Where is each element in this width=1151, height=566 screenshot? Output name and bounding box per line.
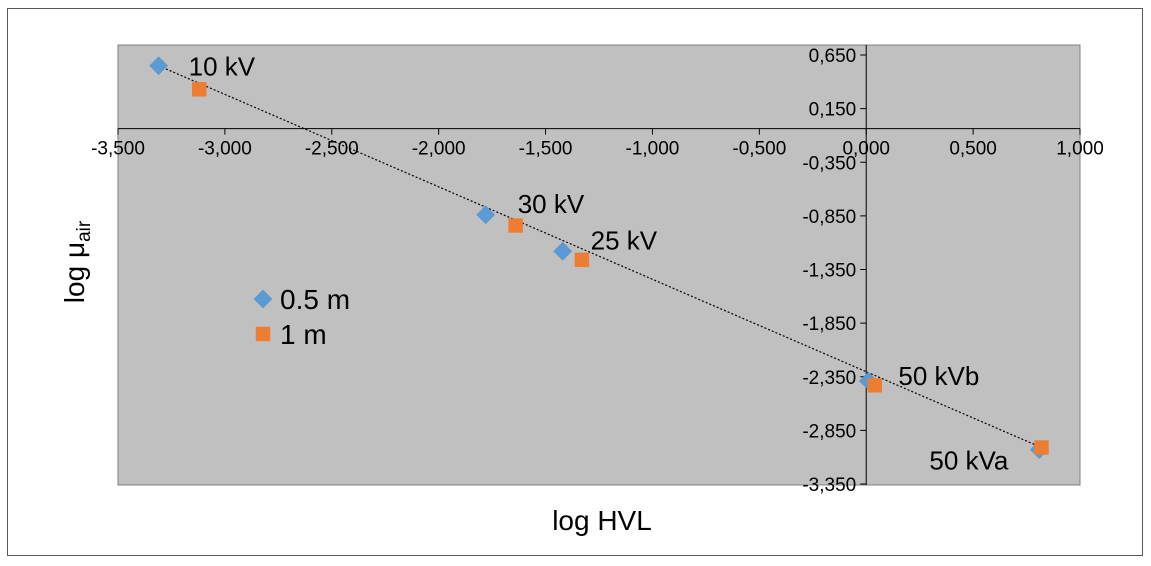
x-tick-label: -0,500 <box>732 139 786 160</box>
point-label: 50 kVb <box>898 361 979 391</box>
trendline <box>158 65 1042 449</box>
y-tick-label: -2,850 <box>802 421 856 442</box>
y-tick-label: -1,850 <box>802 314 856 335</box>
y-tick-label: 0,150 <box>809 100 857 121</box>
legend: 0.5 m 1 m <box>253 284 350 350</box>
data-point-square <box>574 252 590 268</box>
y-tick-label: -0,850 <box>802 207 856 228</box>
x-tick-label: 1,000 <box>1056 139 1104 160</box>
x-axis-title: log HVL <box>552 505 652 536</box>
y-axis-title-subscript: air <box>74 220 95 242</box>
x-tick-label: -1,500 <box>519 139 573 160</box>
x-tick-label: 0,500 <box>949 139 997 160</box>
data-point-square <box>867 378 882 393</box>
y-tick-label: -3,350 <box>802 475 856 496</box>
x-tick-label: -2,000 <box>412 139 466 160</box>
data-point-diamond <box>476 205 496 225</box>
y-tick-label: -0,350 <box>802 153 856 174</box>
axes: -3,500 -3,000 -2,500 -2,000 -1,500 -1,000 -0,5… <box>91 45 1104 496</box>
legend-label: 0.5 m <box>280 284 350 315</box>
data-point-square <box>192 82 207 97</box>
y-tick-label: -2,350 <box>802 368 856 389</box>
legend-marker <box>253 289 273 309</box>
data-point-diamond <box>553 241 573 261</box>
data-point-diamond <box>149 56 168 76</box>
data-points <box>149 56 1049 460</box>
x-tick-label: 0,000 <box>842 139 890 160</box>
point-label: 50 kVa <box>929 446 1009 476</box>
data-point-square <box>1034 440 1049 455</box>
y-tick-label: 0,650 <box>809 46 857 67</box>
y-axis-title: log μair <box>59 220 95 303</box>
point-label: 30 kV <box>518 189 585 219</box>
legend-label: 1 m <box>280 319 327 350</box>
x-tick-label: -3,000 <box>198 139 252 160</box>
x-tick-label: -2,500 <box>305 139 359 160</box>
y-tick-label: -1,350 <box>802 261 856 282</box>
x-tick-label: -3,500 <box>91 139 145 160</box>
trendline-path <box>158 65 1042 449</box>
y-axis-title-main: log μ <box>59 242 90 303</box>
point-label: 10 kV <box>189 52 256 82</box>
data-point-square <box>508 218 523 233</box>
point-label: 25 kV <box>591 225 658 255</box>
legend-marker <box>255 326 271 342</box>
plot-area <box>117 44 1081 486</box>
x-tick-label: -1,000 <box>626 139 680 160</box>
